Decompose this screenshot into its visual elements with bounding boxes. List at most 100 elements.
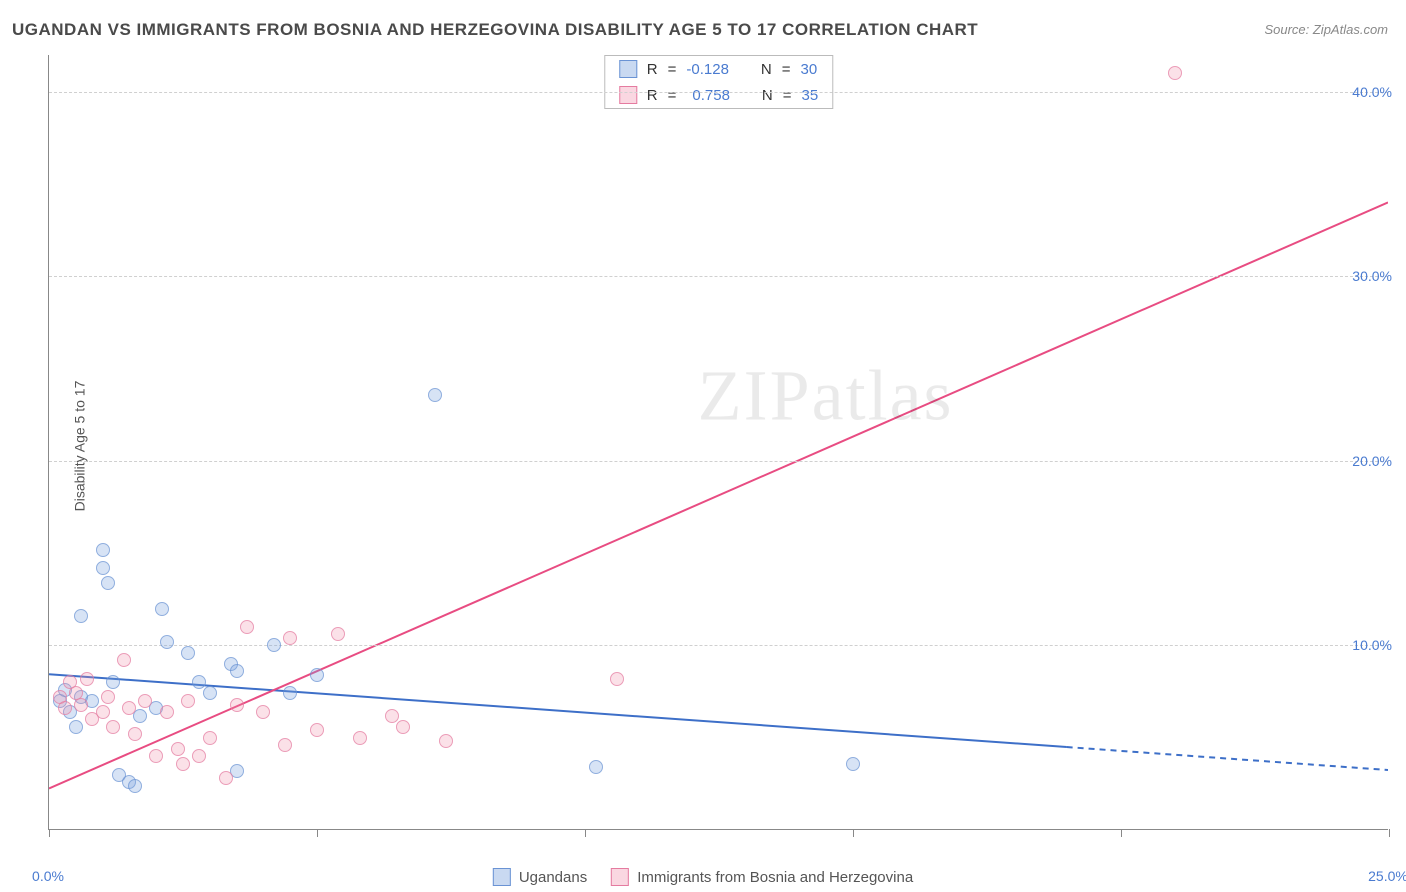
legend-item-ugandans: Ugandans [493,868,587,886]
correlation-row-ugandans: R = -0.128 N = 30 [605,56,832,82]
y-tick-label: 10.0% [1352,637,1392,653]
legend-label-bosnia: Immigrants from Bosnia and Herzegovina [637,869,913,886]
scatter-point-blue [310,668,324,682]
y-tick-label: 40.0% [1352,84,1392,100]
scatter-point-blue [101,576,115,590]
eq-label: = [668,61,677,78]
scatter-point-pink [58,701,72,715]
trend-line-pink [49,202,1388,788]
correlation-legend: R = -0.128 N = 30 R = 0.758 N = 35 [604,55,833,109]
legend-label-ugandans: Ugandans [519,869,587,886]
scatter-point-blue [128,779,142,793]
eq-label: = [668,87,677,104]
scatter-point-pink [181,694,195,708]
scatter-point-pink [240,620,254,634]
r-value-pink: 0.758 [686,87,730,104]
scatter-point-pink [385,709,399,723]
scatter-point-blue [74,609,88,623]
eq-label-2: = [782,61,791,78]
x-tick [317,829,318,837]
scatter-point-pink [230,698,244,712]
swatch-blue-icon [619,60,637,78]
watermark-bold: ZIP [698,355,812,435]
scatter-point-pink [128,727,142,741]
correlation-row-bosnia: R = 0.758 N = 35 [605,82,832,108]
scatter-point-blue [230,664,244,678]
scatter-point-pink [96,705,110,719]
scatter-point-pink [610,672,624,686]
scatter-point-pink [1168,66,1182,80]
gridline-h [49,92,1388,93]
scatter-point-blue [589,760,603,774]
plot-area: R = -0.128 N = 30 R = 0.758 N = 35 ZIPat… [48,55,1388,830]
scatter-point-blue [69,720,83,734]
x-tick [853,829,854,837]
x-tick [1389,829,1390,837]
bottom-legend: Ugandans Immigrants from Bosnia and Herz… [493,868,913,886]
x-tick [49,829,50,837]
scatter-point-pink [171,742,185,756]
swatch-pink-icon [619,86,637,104]
watermark-light: atlas [812,355,954,435]
scatter-point-pink [176,757,190,771]
watermark: ZIPatlas [698,354,954,437]
scatter-point-pink [310,723,324,737]
r-label: R [647,87,658,104]
scatter-point-blue [267,638,281,652]
scatter-point-pink [283,631,297,645]
r-label: R [647,61,658,78]
n-value-pink: 35 [802,87,819,104]
scatter-point-blue [428,388,442,402]
scatter-point-blue [160,635,174,649]
n-label: N [762,87,773,104]
x-tick [1121,829,1122,837]
n-label: N [761,61,772,78]
swatch-blue-icon [493,868,511,886]
scatter-point-blue [846,757,860,771]
swatch-pink-icon [611,868,629,886]
gridline-h [49,276,1388,277]
trend-line-blue [1067,747,1388,770]
x-tick-label-min: 0.0% [32,868,64,884]
scatter-point-pink [74,698,88,712]
x-tick [585,829,586,837]
y-tick-label: 30.0% [1352,268,1392,284]
x-tick-label-max: 25.0% [1368,868,1406,884]
scatter-point-pink [331,627,345,641]
scatter-point-pink [219,771,233,785]
gridline-h [49,461,1388,462]
scatter-point-pink [149,749,163,763]
scatter-point-pink [439,734,453,748]
scatter-point-blue [96,561,110,575]
scatter-point-blue [283,686,297,700]
scatter-point-pink [192,749,206,763]
r-value-blue: -0.128 [686,61,729,78]
scatter-point-pink [160,705,174,719]
chart-title: UGANDAN VS IMMIGRANTS FROM BOSNIA AND HE… [12,20,978,40]
scatter-point-pink [122,701,136,715]
scatter-point-pink [117,653,131,667]
scatter-point-blue [192,675,206,689]
trend-lines-svg [49,55,1388,829]
y-tick-label: 20.0% [1352,453,1392,469]
gridline-h [49,645,1388,646]
scatter-point-pink [353,731,367,745]
scatter-point-blue [181,646,195,660]
scatter-point-pink [106,720,120,734]
scatter-point-blue [96,543,110,557]
scatter-point-blue [106,675,120,689]
scatter-point-pink [138,694,152,708]
scatter-point-pink [203,731,217,745]
correlation-chart: UGANDAN VS IMMIGRANTS FROM BOSNIA AND HE… [0,0,1406,892]
scatter-point-blue [155,602,169,616]
scatter-point-pink [396,720,410,734]
scatter-point-pink [101,690,115,704]
scatter-point-pink [278,738,292,752]
legend-item-bosnia: Immigrants from Bosnia and Herzegovina [611,868,913,886]
scatter-point-blue [203,686,217,700]
source-attribution: Source: ZipAtlas.com [1264,22,1388,37]
n-value-blue: 30 [801,61,818,78]
scatter-point-pink [80,672,94,686]
scatter-point-pink [256,705,270,719]
eq-label-2: = [783,87,792,104]
